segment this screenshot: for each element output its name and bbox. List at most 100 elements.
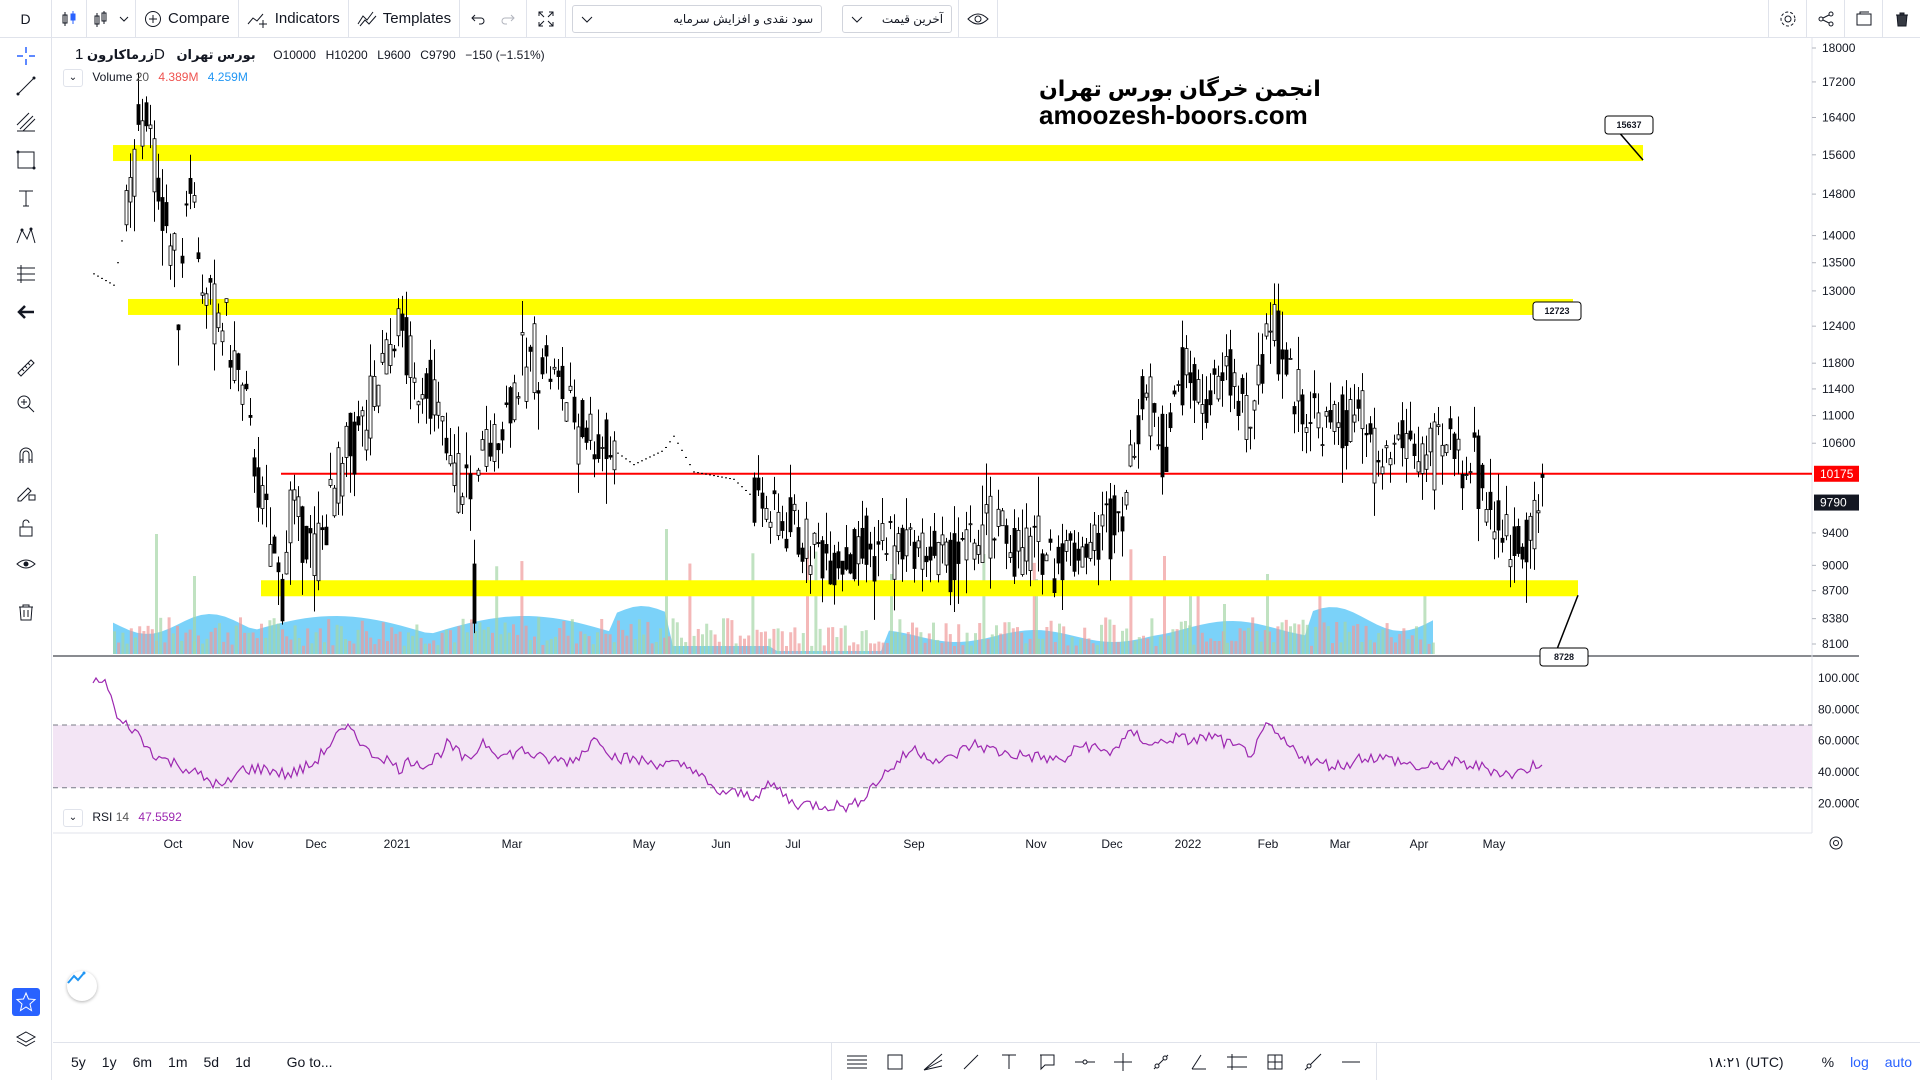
volume-bar bbox=[1158, 636, 1162, 654]
trendline-tool[interactable] bbox=[12, 72, 40, 100]
clear-button[interactable] bbox=[1882, 0, 1920, 38]
symbol-name[interactable]: زرماکارون bbox=[86, 47, 154, 62]
candle-body bbox=[504, 402, 509, 405]
candle-body bbox=[1264, 323, 1269, 337]
candle-body bbox=[508, 387, 513, 424]
collapse-legend-button[interactable]: ⌄ bbox=[63, 69, 83, 87]
candle-body bbox=[992, 538, 997, 541]
candle-body bbox=[584, 427, 589, 443]
fav-range-tool[interactable] bbox=[1256, 1047, 1294, 1077]
collapse-rsi-button[interactable]: ⌄ bbox=[63, 809, 83, 827]
auto-toggle[interactable]: auto bbox=[1884, 1054, 1912, 1070]
time-axis-label: Nov bbox=[232, 837, 253, 851]
candle-body bbox=[220, 330, 225, 343]
volume-bar bbox=[604, 633, 608, 654]
range-6m[interactable]: 6m bbox=[132, 1053, 153, 1070]
shapes-tool[interactable] bbox=[12, 146, 40, 174]
candle-body bbox=[1044, 554, 1049, 562]
fav-hline-tool[interactable] bbox=[1066, 1047, 1104, 1077]
candle-body bbox=[608, 455, 613, 458]
volume-bar bbox=[1230, 640, 1234, 654]
range-1y[interactable]: 1y bbox=[101, 1053, 117, 1070]
candle-body bbox=[476, 469, 481, 476]
crosshair-tool[interactable] bbox=[12, 42, 40, 70]
fav-trendline-tool[interactable] bbox=[952, 1047, 990, 1077]
range-5d[interactable]: 5d bbox=[203, 1053, 220, 1070]
fav-angle-tool[interactable] bbox=[1180, 1047, 1218, 1077]
clock-timezone[interactable]: ۱۸:۲۱ (UTC) bbox=[1707, 1053, 1784, 1070]
magnet-tool[interactable] bbox=[12, 442, 40, 470]
fav-extended-tool[interactable] bbox=[1294, 1047, 1332, 1077]
back-tool[interactable] bbox=[12, 298, 40, 326]
object-tree-tool[interactable] bbox=[12, 1026, 40, 1054]
volume-bar bbox=[1326, 626, 1330, 654]
volume-bar bbox=[944, 623, 948, 654]
ruler-tool[interactable] bbox=[12, 354, 40, 382]
range-5y[interactable]: 5y bbox=[71, 1053, 86, 1070]
text-tool[interactable] bbox=[12, 184, 40, 212]
pitchfork-tool[interactable] bbox=[12, 108, 40, 136]
candle-body bbox=[472, 563, 477, 624]
favorites-tool[interactable] bbox=[12, 988, 40, 1016]
settings-button[interactable] bbox=[1768, 0, 1806, 38]
lock-drawing-tool[interactable] bbox=[12, 478, 40, 506]
fav-horizontal-ray-tool[interactable] bbox=[1332, 1047, 1370, 1077]
tradingview-logo[interactable] bbox=[67, 971, 97, 1001]
redo-icon[interactable] bbox=[500, 11, 516, 27]
volume-bar bbox=[864, 630, 868, 654]
fav-ray-tool[interactable] bbox=[1142, 1047, 1180, 1077]
range-1d[interactable]: 1d bbox=[235, 1053, 251, 1070]
fav-text-tool[interactable] bbox=[990, 1047, 1028, 1077]
snapshot-button[interactable] bbox=[1844, 0, 1882, 38]
date-range-group: 5y 1y 6m 1m 5d 1d Go to... bbox=[53, 1054, 341, 1070]
candle-body bbox=[128, 177, 133, 203]
interval-button[interactable]: D bbox=[20, 10, 31, 27]
dividends-dropdown[interactable]: سود نقدی و افزایش سرمایه bbox=[572, 4, 823, 33]
fav-fib-tool[interactable] bbox=[914, 1047, 952, 1077]
candle-body bbox=[1300, 394, 1305, 425]
volume-bar bbox=[566, 635, 570, 654]
fav-lines-tool[interactable] bbox=[838, 1047, 876, 1077]
range-1m[interactable]: 1m bbox=[168, 1053, 188, 1070]
volume-bar bbox=[1053, 641, 1057, 654]
hide-drawings-tool[interactable] bbox=[12, 550, 40, 578]
patterns-tool[interactable] bbox=[12, 222, 40, 250]
zoom-tool[interactable] bbox=[12, 390, 40, 418]
undo-icon[interactable] bbox=[470, 11, 486, 27]
price-source-dropdown[interactable]: آخرین قیمت bbox=[842, 4, 953, 33]
fav-cross-tool[interactable] bbox=[1104, 1047, 1142, 1077]
chart-type-candles-button[interactable] bbox=[52, 0, 87, 38]
candle-body bbox=[1292, 406, 1297, 415]
fav-callout-tool[interactable] bbox=[1028, 1047, 1066, 1077]
candle-body bbox=[388, 344, 393, 366]
crosshair-tool-header[interactable]: D bbox=[0, 0, 52, 38]
compare-button[interactable]: Compare bbox=[136, 0, 239, 38]
chart-canvas[interactable]: 18000 17200 16400 15600 14800 14000 13500 13000… bbox=[53, 38, 1859, 1012]
candle-body bbox=[896, 533, 901, 552]
templates-button[interactable]: Templates bbox=[349, 0, 461, 38]
favorite-drawings-bar bbox=[831, 1043, 1377, 1080]
visibility-toggle[interactable] bbox=[958, 0, 999, 38]
fav-rectangle-tool[interactable] bbox=[876, 1047, 914, 1077]
prediction-tool[interactable] bbox=[12, 260, 40, 288]
volume-label[interactable]: Volume bbox=[92, 70, 133, 85]
log-toggle[interactable]: log bbox=[1850, 1054, 1869, 1070]
percent-toggle[interactable]: % bbox=[1821, 1054, 1835, 1070]
goto-button[interactable]: Go to... bbox=[286, 1053, 333, 1070]
volume-bar bbox=[608, 634, 612, 654]
share-button[interactable] bbox=[1806, 0, 1844, 38]
candle-body bbox=[1536, 510, 1541, 514]
fav-parallel-tool[interactable] bbox=[1218, 1047, 1256, 1077]
candle-body bbox=[256, 467, 261, 508]
fullscreen-button[interactable] bbox=[527, 0, 567, 38]
volume-bar bbox=[440, 632, 444, 654]
indicators-button[interactable]: Indicators bbox=[239, 0, 349, 38]
chart-style-dropdown[interactable] bbox=[87, 0, 136, 38]
rsi-label[interactable]: RSI bbox=[92, 810, 113, 825]
candle-body bbox=[916, 540, 921, 549]
volume-bar bbox=[1297, 624, 1301, 654]
chart-pane[interactable]: 18000 17200 16400 15600 14800 14000 13500 13000… bbox=[53, 38, 1859, 1012]
candle-body bbox=[1000, 510, 1005, 527]
remove-drawings-tool[interactable] bbox=[12, 598, 40, 626]
lock-tool[interactable] bbox=[12, 514, 40, 542]
